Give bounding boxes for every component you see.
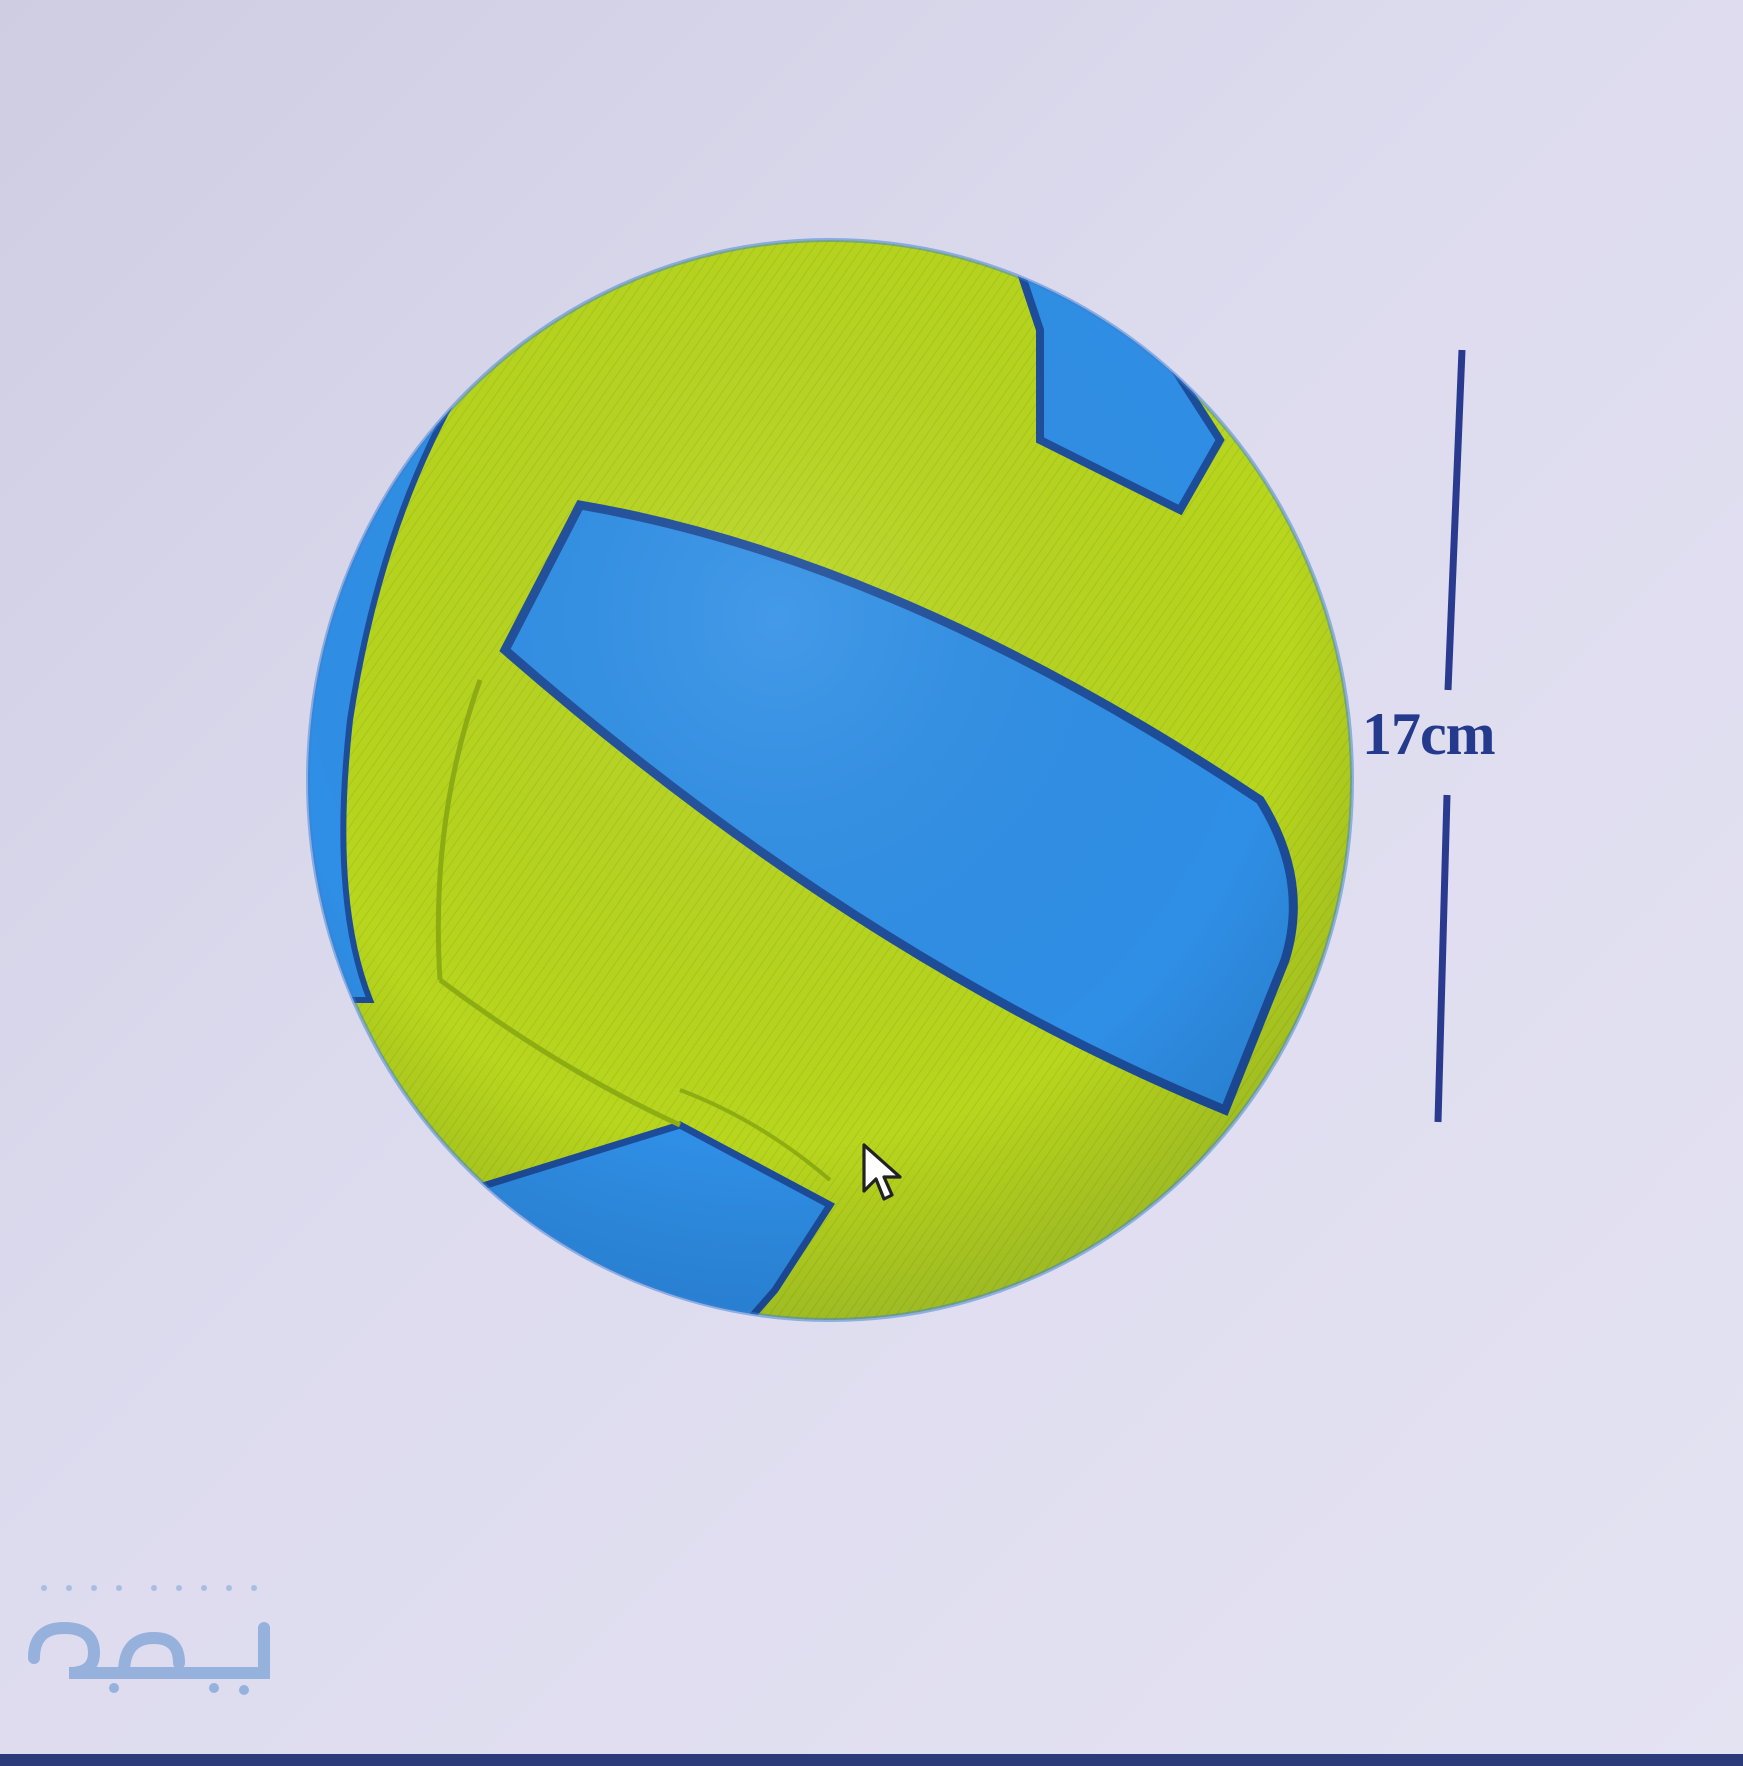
mouse-pointer-icon [862,1143,902,1201]
diameter-label: 17cm [1362,701,1496,767]
screen-bezel [0,1754,1743,1766]
logo-icon [28,1585,270,1695]
volleyball [308,240,1352,1320]
ball-shading [308,240,1352,1320]
dimension-line-upper [1444,349,1466,691]
ball-outline [306,238,1354,1322]
dimension-line-lower [1434,794,1451,1123]
